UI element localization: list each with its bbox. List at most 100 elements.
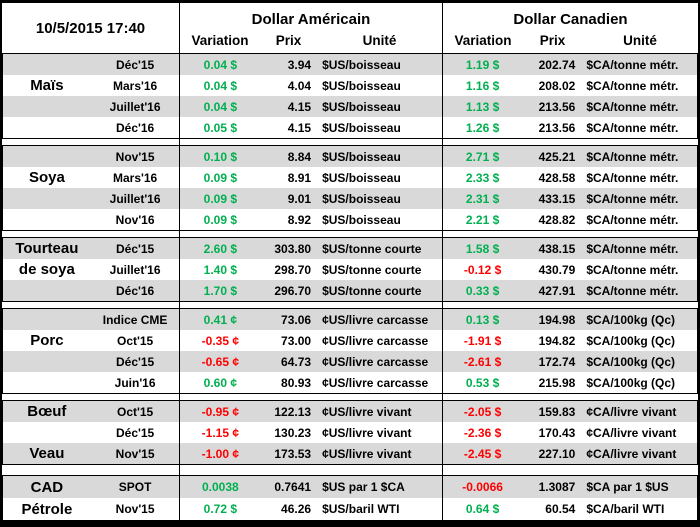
ca-dollar-title: Dollar Canadien [513, 11, 628, 28]
contract-month: Déc'16 [91, 280, 181, 301]
ca-col-variation: Variation [454, 33, 512, 48]
us-price: 80.93 [281, 375, 312, 390]
us-variation: 1.70 $ [203, 283, 238, 298]
ca-variation: 1.13 $ [465, 99, 500, 114]
us-unit: $US/tonne courte [317, 280, 443, 301]
table-row: Tourteau Déc'15 2.60 $ 303.80 $US/tonne … [3, 238, 697, 259]
contract-month: Déc'16 [91, 117, 181, 138]
contract-month: Oct'15 [91, 330, 181, 351]
ca-price: 60.54 [545, 502, 576, 516]
us-price: 4.15 [287, 120, 312, 135]
ca-variation: 2.33 $ [465, 170, 500, 185]
ca-unit: $CA par 1 $US [586, 480, 669, 494]
us-unit: $US/tonne courte [317, 259, 443, 280]
contract-month: Indice CME [91, 309, 181, 330]
contract-month: Déc'15 [91, 351, 181, 372]
table-row: Déc'15 -1.15 ¢ 130.23 ¢US/livre vivant -… [3, 422, 697, 443]
ca-unit: $CA/tonne métr. [586, 149, 679, 164]
contract-month: Déc'15 [91, 54, 181, 75]
us-price: 296.70 [274, 283, 312, 298]
group-divider [2, 139, 698, 145]
us-variation: 2.60 $ [203, 241, 238, 256]
ca-unit: $CA/tonne métr. [586, 57, 679, 72]
us-unit: ¢US/livre vivant [317, 443, 443, 464]
us-unit: $US/boisseau [317, 96, 443, 117]
commodity-label: Porc [30, 332, 64, 349]
table-row: Veau Nov'15 -1.00 ¢ 173.53 ¢US/livre viv… [3, 443, 697, 464]
us-unit: ¢US/livre carcasse [317, 372, 443, 393]
contract-month: Juillet'16 [91, 188, 181, 209]
group-cad-petrole: CAD SPOT 0.0038 0.7641 $US par 1 $CA -0.… [2, 475, 698, 521]
ca-col-unite: Unité [623, 33, 657, 48]
commodity-label: Pétrole [21, 500, 73, 518]
ca-unit: $CA/baril WTI [586, 502, 665, 516]
report-datetime: 10/5/2015 17:40 [2, 3, 180, 53]
ca-variation: -0.0066 [462, 480, 503, 494]
table-row: Porc Oct'15 -0.35 ¢ 73.00 ¢US/livre carc… [3, 330, 697, 351]
ca-variation: -1.91 $ [463, 333, 502, 348]
us-price: 9.01 [287, 191, 312, 206]
us-dollar-title: Dollar Américain [251, 11, 371, 28]
us-col-variation: Variation [191, 33, 249, 48]
ca-variation: 1.58 $ [465, 241, 500, 256]
ca-variation: 0.64 $ [465, 502, 500, 516]
us-dollar-section-header: Dollar Américain Variation Prix Unité [180, 3, 443, 53]
ca-price: 430.79 [538, 262, 576, 277]
table-row: Juillet'16 0.09 $ 9.01 $US/boisseau 2.31… [3, 188, 697, 209]
commodity-label: Maïs [30, 77, 64, 94]
ca-price: 428.58 [538, 170, 576, 185]
us-unit: $US/boisseau [317, 209, 443, 230]
group-divider [2, 302, 698, 308]
us-price: 0.7641 [274, 480, 312, 494]
ca-price: 427.91 [538, 283, 576, 298]
ca-variation: 0.13 $ [465, 312, 500, 327]
us-unit: ¢US/livre carcasse [317, 330, 443, 351]
us-price: 298.70 [274, 262, 312, 277]
contract-month: Déc'15 [91, 422, 181, 443]
ca-price: 208.02 [538, 78, 576, 93]
ca-price: 159.83 [538, 404, 576, 419]
us-unit: $US/tonne courte [317, 238, 443, 259]
us-unit: $US/boisseau [317, 188, 443, 209]
us-unit: $US/boisseau [317, 146, 443, 167]
group-soya: Nov'15 0.10 $ 8.84 $US/boisseau 2.71 $ 4… [2, 145, 698, 231]
ca-variation: 1.19 $ [465, 57, 500, 72]
table-row: Nov'15 0.10 $ 8.84 $US/boisseau 2.71 $ 4… [3, 146, 697, 167]
us-price: 122.13 [274, 404, 312, 419]
us-price: 8.84 [287, 149, 312, 164]
us-unit: $US/boisseau [317, 117, 443, 138]
us-variation: 0.04 $ [203, 78, 238, 93]
contract-month: Juillet'16 [91, 259, 181, 280]
ca-price: 227.10 [538, 446, 576, 461]
contract-month: Mars'16 [91, 167, 181, 188]
group-divider [2, 231, 698, 237]
ca-variation: 1.16 $ [465, 78, 500, 93]
us-unit: $US/baril WTI [317, 498, 443, 520]
us-variation: 0.04 $ [203, 99, 238, 114]
us-price: 64.73 [281, 354, 312, 369]
us-price: 46.26 [281, 502, 312, 516]
table-row: Maïs Mars'16 0.04 $ 4.04 $US/boisseau 1.… [3, 75, 697, 96]
us-variation: 0.09 $ [203, 212, 238, 227]
us-variation: -0.35 ¢ [201, 333, 240, 348]
us-variation: 0.04 $ [203, 57, 238, 72]
group-porc: Indice CME 0.41 ¢ 73.06 ¢US/livre carcas… [2, 308, 698, 394]
ca-unit: $CA/tonne métr. [586, 78, 679, 93]
us-price: 3.94 [287, 57, 312, 72]
us-col-prix: Prix [275, 33, 302, 48]
ca-variation: -2.61 $ [463, 354, 502, 369]
contract-month: Nov'16 [91, 209, 181, 230]
table-row: Bœuf Oct'15 -0.95 ¢ 122.13 ¢US/livre viv… [3, 401, 697, 422]
us-variation: -0.65 ¢ [201, 354, 240, 369]
us-unit: ¢US/livre carcasse [317, 309, 443, 330]
commodity-label: Tourteau [15, 240, 79, 257]
commodity-label: Bœuf [27, 403, 67, 420]
ca-variation: -2.45 $ [463, 446, 502, 461]
ca-unit: $CA/100kg (Qc) [586, 375, 676, 390]
us-variation: 0.09 $ [203, 170, 238, 185]
contract-month: Déc'15 [91, 238, 181, 259]
us-variation: 0.0038 [202, 480, 239, 494]
ca-price: 213.56 [538, 120, 576, 135]
table-row: Déc'16 0.05 $ 4.15 $US/boisseau 1.26 $ 2… [3, 117, 697, 138]
contract-month: Juillet'16 [91, 96, 181, 117]
